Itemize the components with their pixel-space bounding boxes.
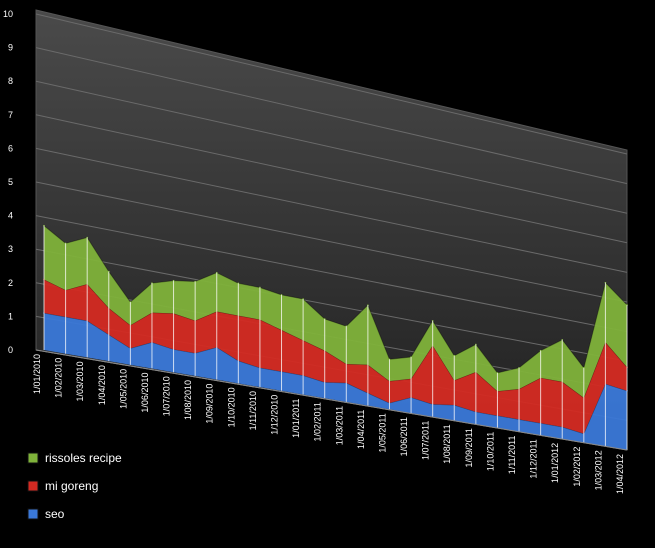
area-series-seo (44, 313, 627, 450)
legend-swatch (27, 508, 39, 520)
x-tick-label: 1/10/2011 (485, 432, 495, 471)
x-tick-label: 1/04/2011 (356, 410, 366, 449)
baseline (35, 349, 628, 451)
y-tick-label: 8 (8, 76, 13, 86)
x-tick-label: 1/01/2011 (291, 398, 301, 437)
x-tick-label: 1/04/2010 (97, 365, 107, 405)
x-tick-label: 1/06/2010 (140, 373, 150, 413)
x-tick-label: 1/01/2010 (32, 354, 42, 394)
gridline (35, 114, 628, 244)
y-tick-label: 2 (8, 278, 13, 288)
y-tick-label: 4 (8, 211, 13, 221)
x-tick-label: 1/01/2012 (550, 443, 560, 483)
x-tick-label: 1/07/2011 (421, 421, 431, 460)
x-tick-label: 1/03/2011 (334, 406, 344, 445)
x-tick-label: 1/05/2010 (118, 369, 128, 409)
legend-label: rissoles recipe (45, 451, 122, 465)
x-tick-label: 1/06/2011 (399, 417, 409, 456)
y-tick-label: 5 (8, 177, 13, 187)
x-tick-label: 1/02/2012 (572, 447, 582, 487)
area-series-mi-goreng (44, 279, 627, 434)
gridline (35, 248, 628, 362)
y-tick-label: 7 (8, 110, 13, 120)
gridline (35, 215, 628, 333)
x-tick-label: 1/07/2010 (162, 376, 172, 416)
x-tick-label: 1/02/2011 (313, 402, 323, 441)
x-tick-label: 1/11/2011 (507, 435, 517, 474)
gridline (35, 147, 628, 273)
x-tick-label: 1/12/2010 (270, 395, 280, 435)
x-tick-label: 1/02/2010 (54, 358, 64, 398)
series-edge (43, 225, 628, 374)
x-tick-label: 1/09/2011 (464, 428, 474, 467)
x-tick-label: 1/05/2011 (377, 413, 387, 452)
legend-swatch (27, 452, 39, 464)
gridline (35, 181, 628, 303)
gridline (35, 80, 628, 214)
y-tick-label: 3 (8, 244, 13, 254)
legend-label: seo (45, 507, 65, 521)
x-axis: 1/01/2010 1/02/2010 1/03/2010 1/04/2010 1/05… (32, 354, 625, 494)
y-tick-label: 6 (8, 143, 13, 153)
x-tick-label: 1/09/2010 (205, 384, 215, 424)
y-tick-label: 0 (8, 345, 13, 355)
y-tick-label: 10 (3, 9, 13, 19)
x-tick-label: 1/08/2011 (442, 424, 452, 463)
x-tick-label: 1/11/2010 (248, 391, 258, 430)
x-tick-label: 1/03/2012 (593, 450, 603, 490)
legend-label: mi goreng (45, 479, 98, 493)
y-tick-label: 9 (8, 43, 13, 53)
gridline (35, 47, 628, 185)
x-tick-label: 1/08/2010 (183, 380, 193, 420)
x-tick-label: 1/10/2010 (226, 387, 236, 427)
gridline (35, 13, 628, 155)
x-tick-label: 1/12/2011 (529, 439, 539, 478)
legend-swatch (27, 480, 39, 492)
legend: rissoles recipe mi goreng seo (27, 451, 122, 521)
series-edge (43, 312, 628, 435)
plot-area (35, 224, 628, 451)
y-tick-label: 1 (8, 311, 13, 321)
x-tick-label: 1/03/2010 (75, 361, 85, 401)
y-axis: 0 1 2 3 4 5 6 7 8 9 10 (3, 9, 13, 355)
area-series-rissoles-recipe (44, 225, 627, 398)
x-tick-label: 1/04/2012 (615, 454, 625, 494)
